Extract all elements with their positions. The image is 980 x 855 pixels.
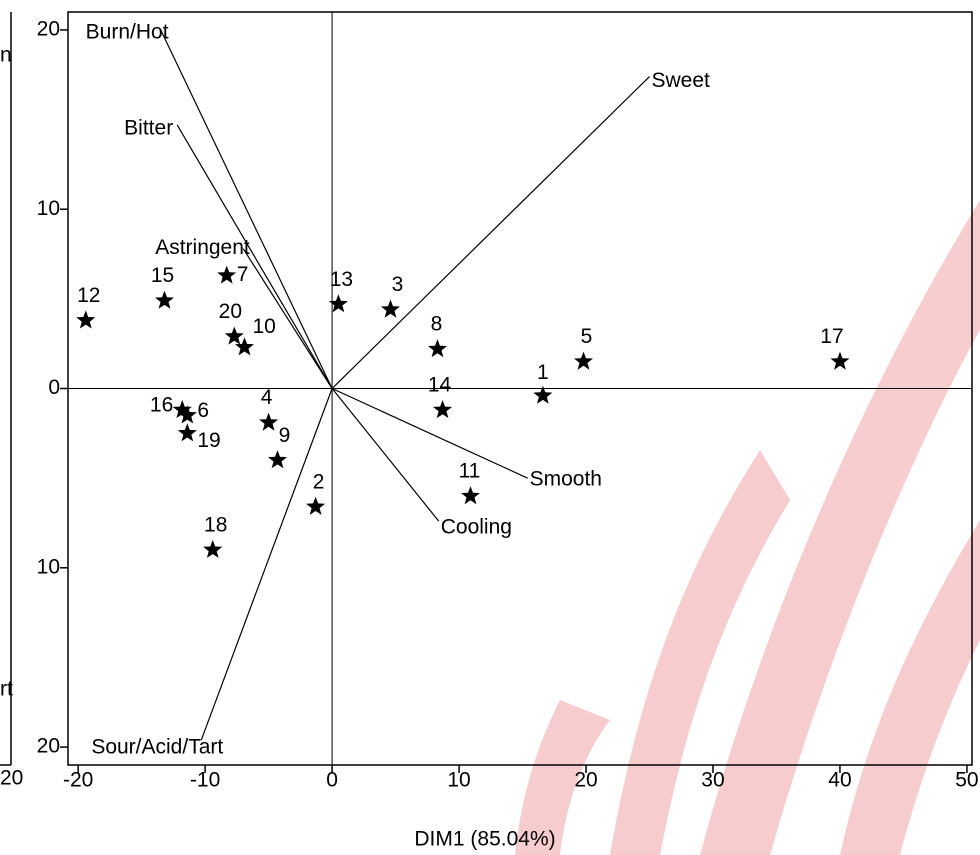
watermark-arc [515, 700, 610, 855]
vector [331, 76, 650, 389]
x-tick-label: 30 [701, 769, 724, 792]
point-label: 10 [252, 315, 275, 338]
point [433, 400, 453, 419]
point-label: 12 [77, 284, 100, 307]
point-label: 17 [820, 325, 843, 348]
point-label: 18 [204, 513, 227, 536]
x-tick-label: 10 [447, 769, 470, 792]
watermark-arc [610, 450, 790, 855]
point-label: 4 [261, 386, 273, 409]
point-label: 7 [237, 263, 249, 286]
y-tick-label: 10 [37, 555, 60, 578]
point-label: 1 [537, 361, 549, 384]
point [259, 412, 279, 431]
point [172, 400, 192, 419]
point-label: 20 [219, 300, 242, 323]
vector [331, 387, 528, 479]
x-tick-label: -20 [63, 769, 93, 792]
y-tick-label: 20 [37, 735, 60, 758]
left-panel-fragment: rt [0, 678, 13, 701]
x-tick-label: 20 [574, 769, 597, 792]
point [574, 351, 593, 370]
vector-label: Astringent [155, 236, 250, 259]
y-tick-label: 10 [37, 197, 60, 220]
point-label: 13 [330, 268, 353, 291]
y-tick-label: 20 [37, 17, 60, 40]
left-panel-fragment: 20 [0, 767, 23, 790]
point [177, 423, 197, 442]
point-label: 3 [392, 273, 404, 296]
watermark-arc [840, 520, 980, 855]
point [381, 299, 400, 318]
point-label: 5 [581, 325, 593, 348]
point [224, 326, 244, 345]
vector [331, 388, 440, 522]
vector [160, 29, 333, 389]
point [203, 539, 223, 558]
point [177, 405, 197, 424]
vector-label: Bitter [124, 116, 173, 139]
point [155, 290, 174, 309]
point [306, 496, 326, 515]
point [268, 450, 287, 469]
left-panel [0, 12, 12, 766]
point-label: 19 [197, 429, 220, 452]
vector-label: Smooth [530, 468, 602, 491]
point [830, 351, 850, 370]
vector [242, 248, 333, 389]
point [328, 294, 348, 313]
point [235, 337, 254, 356]
point [217, 265, 237, 284]
x-tick-label: 50 [955, 769, 978, 792]
watermark [515, 200, 980, 855]
x-tick-label: -10 [190, 769, 220, 792]
point-label: 8 [431, 313, 443, 336]
point [533, 385, 553, 404]
point-label: 6 [197, 399, 209, 422]
left-panel-fragment: n [0, 44, 12, 67]
point [428, 339, 447, 358]
point [461, 486, 480, 505]
x-tick-label: 40 [828, 769, 851, 792]
point [76, 310, 96, 329]
point-label: 9 [279, 424, 291, 447]
vector-label: Burn/Hot [86, 20, 169, 43]
y-tick-label: 0 [48, 376, 60, 399]
point-label: 15 [151, 264, 174, 287]
point-label: 11 [459, 460, 481, 483]
vector-label: Sour/Acid/Tart [91, 735, 223, 758]
point-label: 14 [428, 374, 452, 397]
x-tick-label: 0 [326, 769, 338, 792]
vector-label: Cooling [441, 516, 512, 539]
vector-label: Sweet [652, 69, 711, 92]
vector [176, 124, 333, 389]
point-label: 2 [313, 470, 325, 493]
watermark-arc [700, 200, 980, 855]
x-axis-title: DIM1 (85.04%) [414, 828, 555, 851]
vector [200, 388, 333, 741]
point-label: 16 [150, 394, 173, 417]
